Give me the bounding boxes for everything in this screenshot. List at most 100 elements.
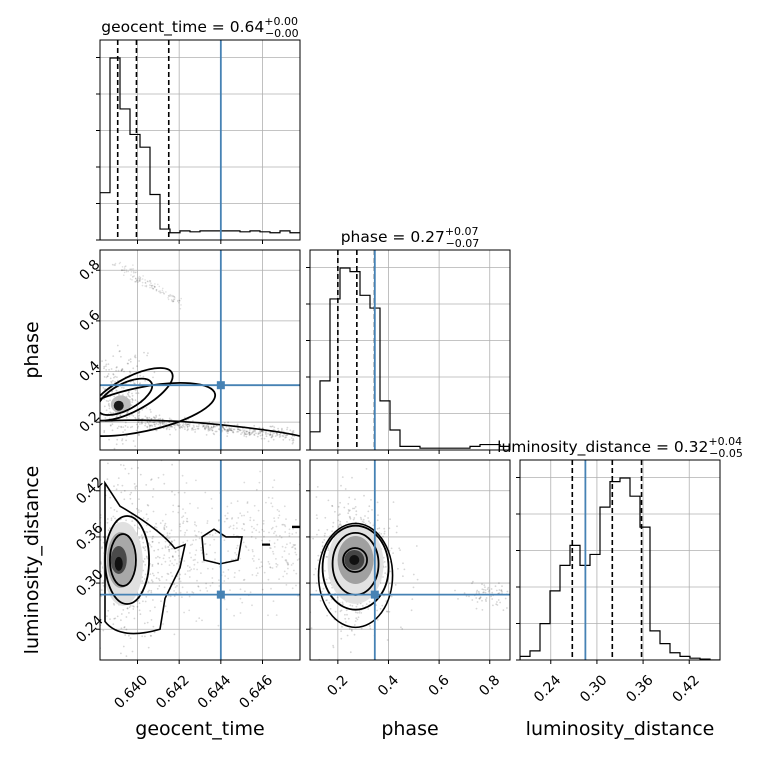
sample-point <box>129 268 131 271</box>
sample-point <box>141 536 144 539</box>
sample-point <box>301 553 303 555</box>
sample-point <box>342 603 344 605</box>
sample-point <box>149 286 151 289</box>
sample-point <box>223 520 226 523</box>
sample-point <box>145 484 148 486</box>
sample-point <box>225 425 228 428</box>
sample-point <box>207 425 209 428</box>
sample-point <box>382 576 384 578</box>
sample-point <box>161 422 164 425</box>
sample-point <box>205 425 208 428</box>
sample-point <box>292 562 294 565</box>
sample-point <box>243 481 246 484</box>
sample-point <box>228 429 231 431</box>
sample-point <box>246 501 249 503</box>
sample-point <box>103 376 106 378</box>
sample-point <box>292 439 295 442</box>
sample-point <box>173 564 175 567</box>
sample-point <box>183 534 186 536</box>
sample-point <box>401 628 404 630</box>
sample-point <box>141 635 144 638</box>
sample-point <box>281 434 284 437</box>
sample-point <box>158 541 160 544</box>
sample-point <box>251 550 254 553</box>
sample-point <box>96 559 98 561</box>
sample-point <box>273 432 275 435</box>
density-region <box>349 555 360 565</box>
sample-point <box>143 547 146 550</box>
sample-point <box>454 589 456 592</box>
sample-point <box>316 517 318 520</box>
sample-point <box>170 425 173 428</box>
sample-point <box>151 541 154 543</box>
sample-point <box>221 425 224 428</box>
sample-point <box>327 549 330 551</box>
sample-point <box>234 558 237 560</box>
sample-point <box>120 652 122 655</box>
sample-point <box>151 425 154 427</box>
sample-point <box>127 362 129 365</box>
sample-point <box>209 533 211 536</box>
sample-point <box>207 426 210 429</box>
sample-point <box>182 425 185 428</box>
sample-point <box>104 417 107 419</box>
sample-point <box>183 426 186 428</box>
sample-point <box>332 521 335 524</box>
sample-point <box>151 572 154 575</box>
sample-point <box>153 286 156 288</box>
sample-point <box>145 524 148 527</box>
sample-point <box>141 278 144 280</box>
sample-point <box>136 605 139 608</box>
sample-point <box>137 277 140 279</box>
sample-point <box>138 280 140 282</box>
sample-point <box>346 613 348 616</box>
sample-point <box>271 435 274 437</box>
sample-point <box>186 423 188 426</box>
sample-point <box>170 299 173 301</box>
sample-point <box>272 428 275 431</box>
sample-point <box>227 428 229 431</box>
sample-point <box>130 491 133 494</box>
sample-point <box>217 519 220 522</box>
sample-point <box>269 433 271 435</box>
sample-point <box>227 550 230 552</box>
sample-point <box>138 278 141 280</box>
sample-point <box>212 425 215 428</box>
sample-point <box>223 598 226 601</box>
sample-point <box>128 370 131 373</box>
sample-point <box>125 269 128 271</box>
sample-point <box>123 271 126 274</box>
sample-point <box>164 540 167 543</box>
sample-point <box>176 562 178 565</box>
sample-point <box>317 559 319 562</box>
sample-point <box>143 351 145 354</box>
sample-point <box>209 427 212 430</box>
sample-point <box>149 424 152 427</box>
sample-point <box>216 424 219 427</box>
sample-point <box>194 521 196 524</box>
sample-point <box>157 423 160 426</box>
sample-point <box>148 589 151 592</box>
sample-point <box>177 424 180 427</box>
sample-point <box>222 426 225 429</box>
sample-point <box>186 517 189 520</box>
x-tick-label: 0.24 <box>531 672 564 705</box>
sample-point <box>162 473 165 476</box>
sample-point <box>155 429 158 432</box>
sample-point <box>281 427 283 430</box>
sample-point <box>138 410 140 413</box>
sample-point <box>127 391 130 394</box>
sample-point <box>237 430 240 433</box>
sample-point <box>184 531 187 534</box>
sample-point <box>341 476 344 478</box>
sample-point <box>268 531 270 534</box>
sample-point <box>153 423 156 426</box>
sample-point <box>242 522 245 525</box>
sample-point <box>135 485 138 488</box>
sample-point <box>150 545 153 548</box>
sample-point <box>160 600 162 603</box>
sample-point <box>176 585 178 587</box>
sample-point <box>146 531 149 534</box>
sample-point <box>317 554 320 557</box>
sample-point <box>133 355 136 358</box>
